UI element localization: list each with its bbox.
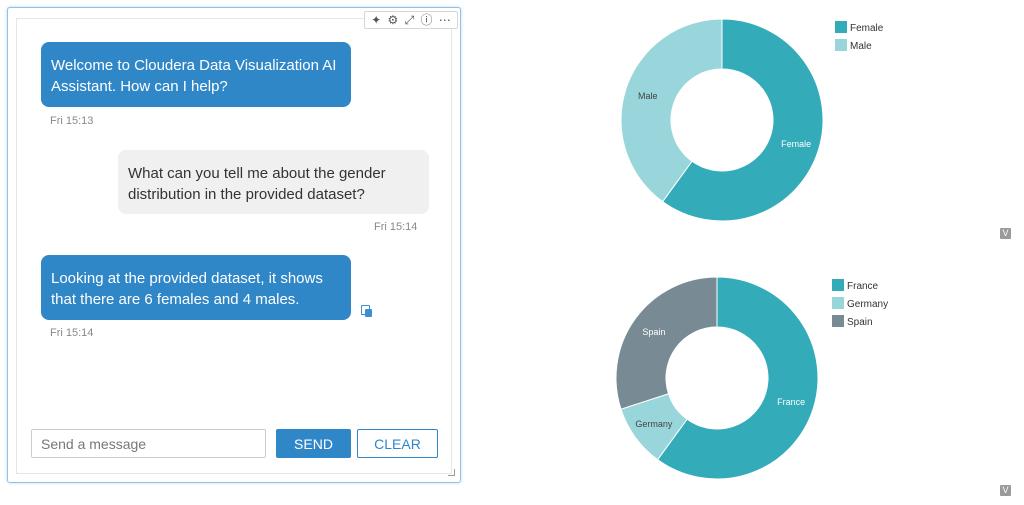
slice-label: Female: [781, 139, 811, 149]
message-line: What can you tell me about the gender: [128, 165, 386, 182]
assistant-message: Looking at the provided dataset, it show…: [41, 255, 351, 320]
copy-icon[interactable]: [361, 305, 373, 318]
legend-swatch: [832, 279, 844, 291]
send-button[interactable]: SEND: [276, 429, 351, 458]
donut-slice-female[interactable]: [661, 18, 824, 222]
message-input[interactable]: [31, 429, 266, 458]
legend-label: Male: [850, 41, 872, 52]
donut-slice-male[interactable]: [620, 18, 723, 203]
legend-swatch: [835, 39, 847, 51]
message-line: Looking at the provided dataset, it show…: [51, 270, 323, 287]
message-timestamp: Fri 15:14: [374, 221, 418, 233]
message-line: Assistant. How can I help?: [51, 78, 228, 95]
user-message: What can you tell me about the gender di…: [118, 150, 429, 214]
legend-swatch: [832, 315, 844, 327]
clear-button[interactable]: CLEAR: [357, 429, 438, 458]
expand-icon[interactable]: ⤢: [404, 13, 415, 27]
chart-badge-icon[interactable]: V: [1000, 485, 1011, 496]
legend-label: Female: [850, 23, 884, 34]
legend-swatch: [832, 297, 844, 309]
legend-label: Germany: [847, 299, 888, 310]
info-icon[interactable]: ⓘ: [420, 13, 433, 27]
donut-slice-spain[interactable]: [615, 276, 718, 410]
message-timestamp: Fri 15:13: [50, 115, 94, 127]
legend-label: France: [847, 281, 879, 292]
message-line: distribution in the provided dataset?: [128, 186, 365, 203]
slice-label: France: [777, 397, 805, 407]
slice-label: Germany: [635, 419, 673, 429]
slice-label: Male: [638, 91, 658, 101]
donut-slice-france[interactable]: [656, 276, 819, 480]
legend-label: Spain: [847, 317, 873, 328]
gear-icon[interactable]: ⚙: [387, 13, 399, 27]
slice-label: Spain: [642, 327, 665, 337]
more-icon[interactable]: ⋯: [438, 13, 451, 27]
sparkle-icon[interactable]: ✦: [371, 13, 382, 27]
chart-badge-icon[interactable]: V: [1000, 228, 1011, 239]
assistant-message: Welcome to Cloudera Data Visualization A…: [41, 42, 351, 107]
resize-handle[interactable]: [448, 469, 455, 476]
panel-toolbar: ✦ ⚙ ⤢ ⓘ ⋯: [364, 11, 458, 29]
message-line: Welcome to Cloudera Data Visualization A…: [51, 57, 337, 74]
legend-swatch: [835, 21, 847, 33]
message-line: that there are 6 females and 4 males.: [51, 291, 300, 308]
message-timestamp: Fri 15:14: [50, 327, 94, 339]
